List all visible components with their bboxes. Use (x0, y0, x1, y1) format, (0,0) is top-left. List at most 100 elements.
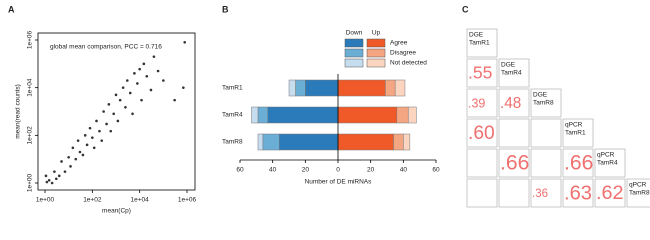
matrix-value: .62 (596, 182, 624, 204)
x-tick-label: 1e+04 (131, 197, 150, 204)
point (69, 165, 72, 168)
matrix-cell (466, 28, 498, 58)
point (125, 79, 129, 82)
panel-label: C (462, 4, 469, 14)
point (60, 160, 63, 163)
point (112, 112, 116, 116)
bar-segment (305, 79, 339, 97)
matrix-label: TamR8 (533, 100, 554, 107)
matrix-cell (466, 118, 498, 148)
matrix-cell (594, 148, 626, 178)
point (85, 143, 89, 147)
bar-segment (257, 133, 264, 151)
category-label: TamR4 (222, 112, 243, 119)
y-tick-label: 1e+02 (27, 126, 34, 145)
panel-label: B (222, 4, 229, 14)
matrix-label: TamR4 (597, 160, 618, 167)
point (76, 139, 80, 142)
point (121, 86, 125, 89)
legend-header: Up (372, 30, 381, 37)
bar-segment (385, 79, 396, 97)
matrix-label: TamR8 (629, 190, 650, 197)
bar-segment (288, 79, 296, 97)
matrix-cell (530, 148, 562, 178)
point (118, 98, 122, 102)
legend-header: Down (346, 30, 363, 37)
point (63, 170, 67, 173)
legend-swatch (344, 38, 364, 48)
matrix-cell (498, 118, 530, 148)
x-tick-label: 1e+00 (36, 197, 55, 204)
point (114, 93, 118, 97)
point (92, 146, 96, 150)
legend-label: Disagree (390, 50, 416, 57)
point (142, 62, 146, 66)
point (100, 139, 104, 142)
matrix-cell (594, 178, 626, 208)
point (54, 177, 58, 181)
point (81, 153, 85, 157)
matrix-cell (498, 178, 530, 208)
point (71, 146, 75, 150)
matrix-value: .48 (500, 95, 521, 112)
legend-label: Agree (390, 40, 408, 47)
bar-segment (267, 106, 339, 124)
bar-segment (262, 133, 280, 151)
matrix-label: qPCR (597, 152, 615, 159)
x-tick-label: 1e+02 (83, 197, 102, 204)
point (95, 119, 98, 123)
matrix-value: .66 (500, 152, 529, 175)
x-tick-label: 60 (236, 167, 244, 174)
point (182, 86, 185, 89)
matrix-value: .39 (468, 96, 485, 110)
matrix-cell (530, 178, 562, 208)
point (124, 106, 127, 109)
bar-segment (251, 106, 259, 124)
point (57, 174, 61, 178)
point (78, 150, 82, 154)
category-label: TamR8 (222, 139, 243, 146)
x-tick-label: 60 (432, 167, 440, 174)
bar-segment (396, 106, 409, 124)
point (91, 136, 94, 139)
x-axis-label: Number of DE miRNAs (305, 179, 373, 186)
point (83, 134, 87, 137)
bar-segment (403, 133, 411, 151)
matrix-cell (562, 148, 594, 178)
matrix-value: .63 (564, 182, 592, 204)
matrix-label: qPCR (629, 182, 647, 189)
point (131, 112, 134, 116)
figure: A 1e+00 1e+02 1e+04 1e+06 1e+00 1e+02 1e+04 1e+0… (8, 4, 650, 215)
point (109, 129, 113, 133)
point (152, 55, 156, 58)
matrix-cell (626, 178, 650, 208)
point (149, 88, 153, 92)
x-tick-label: 20 (302, 167, 310, 174)
matrix-label: TamR4 (501, 70, 522, 77)
bar-segment (393, 133, 404, 151)
matrix-cell (466, 178, 498, 208)
point (50, 181, 54, 185)
bar-segment (337, 79, 386, 97)
legend-swatch (366, 48, 386, 58)
y-axis-label: mean(read counts) (15, 84, 22, 139)
point (105, 122, 108, 126)
bar-segment (278, 133, 339, 151)
point (133, 72, 136, 75)
point (67, 155, 70, 159)
x-tick-label: 1e+06 (178, 197, 197, 204)
matrix-cell (530, 88, 562, 118)
legend-swatch (366, 58, 386, 68)
plot-frame (37, 32, 196, 191)
point (140, 98, 143, 102)
y-tick-label: 1e+04 (27, 78, 34, 97)
point (45, 180, 49, 184)
matrix-value: .66 (564, 152, 593, 175)
annotation: global mean comparison, PCC = 0.716 (50, 44, 162, 51)
legend-swatch (344, 48, 364, 58)
point (74, 157, 78, 161)
point (116, 119, 120, 123)
category-label: TamR1 (222, 85, 243, 92)
matrix-label: TamR1 (565, 130, 586, 137)
matrix-cell (530, 118, 562, 148)
